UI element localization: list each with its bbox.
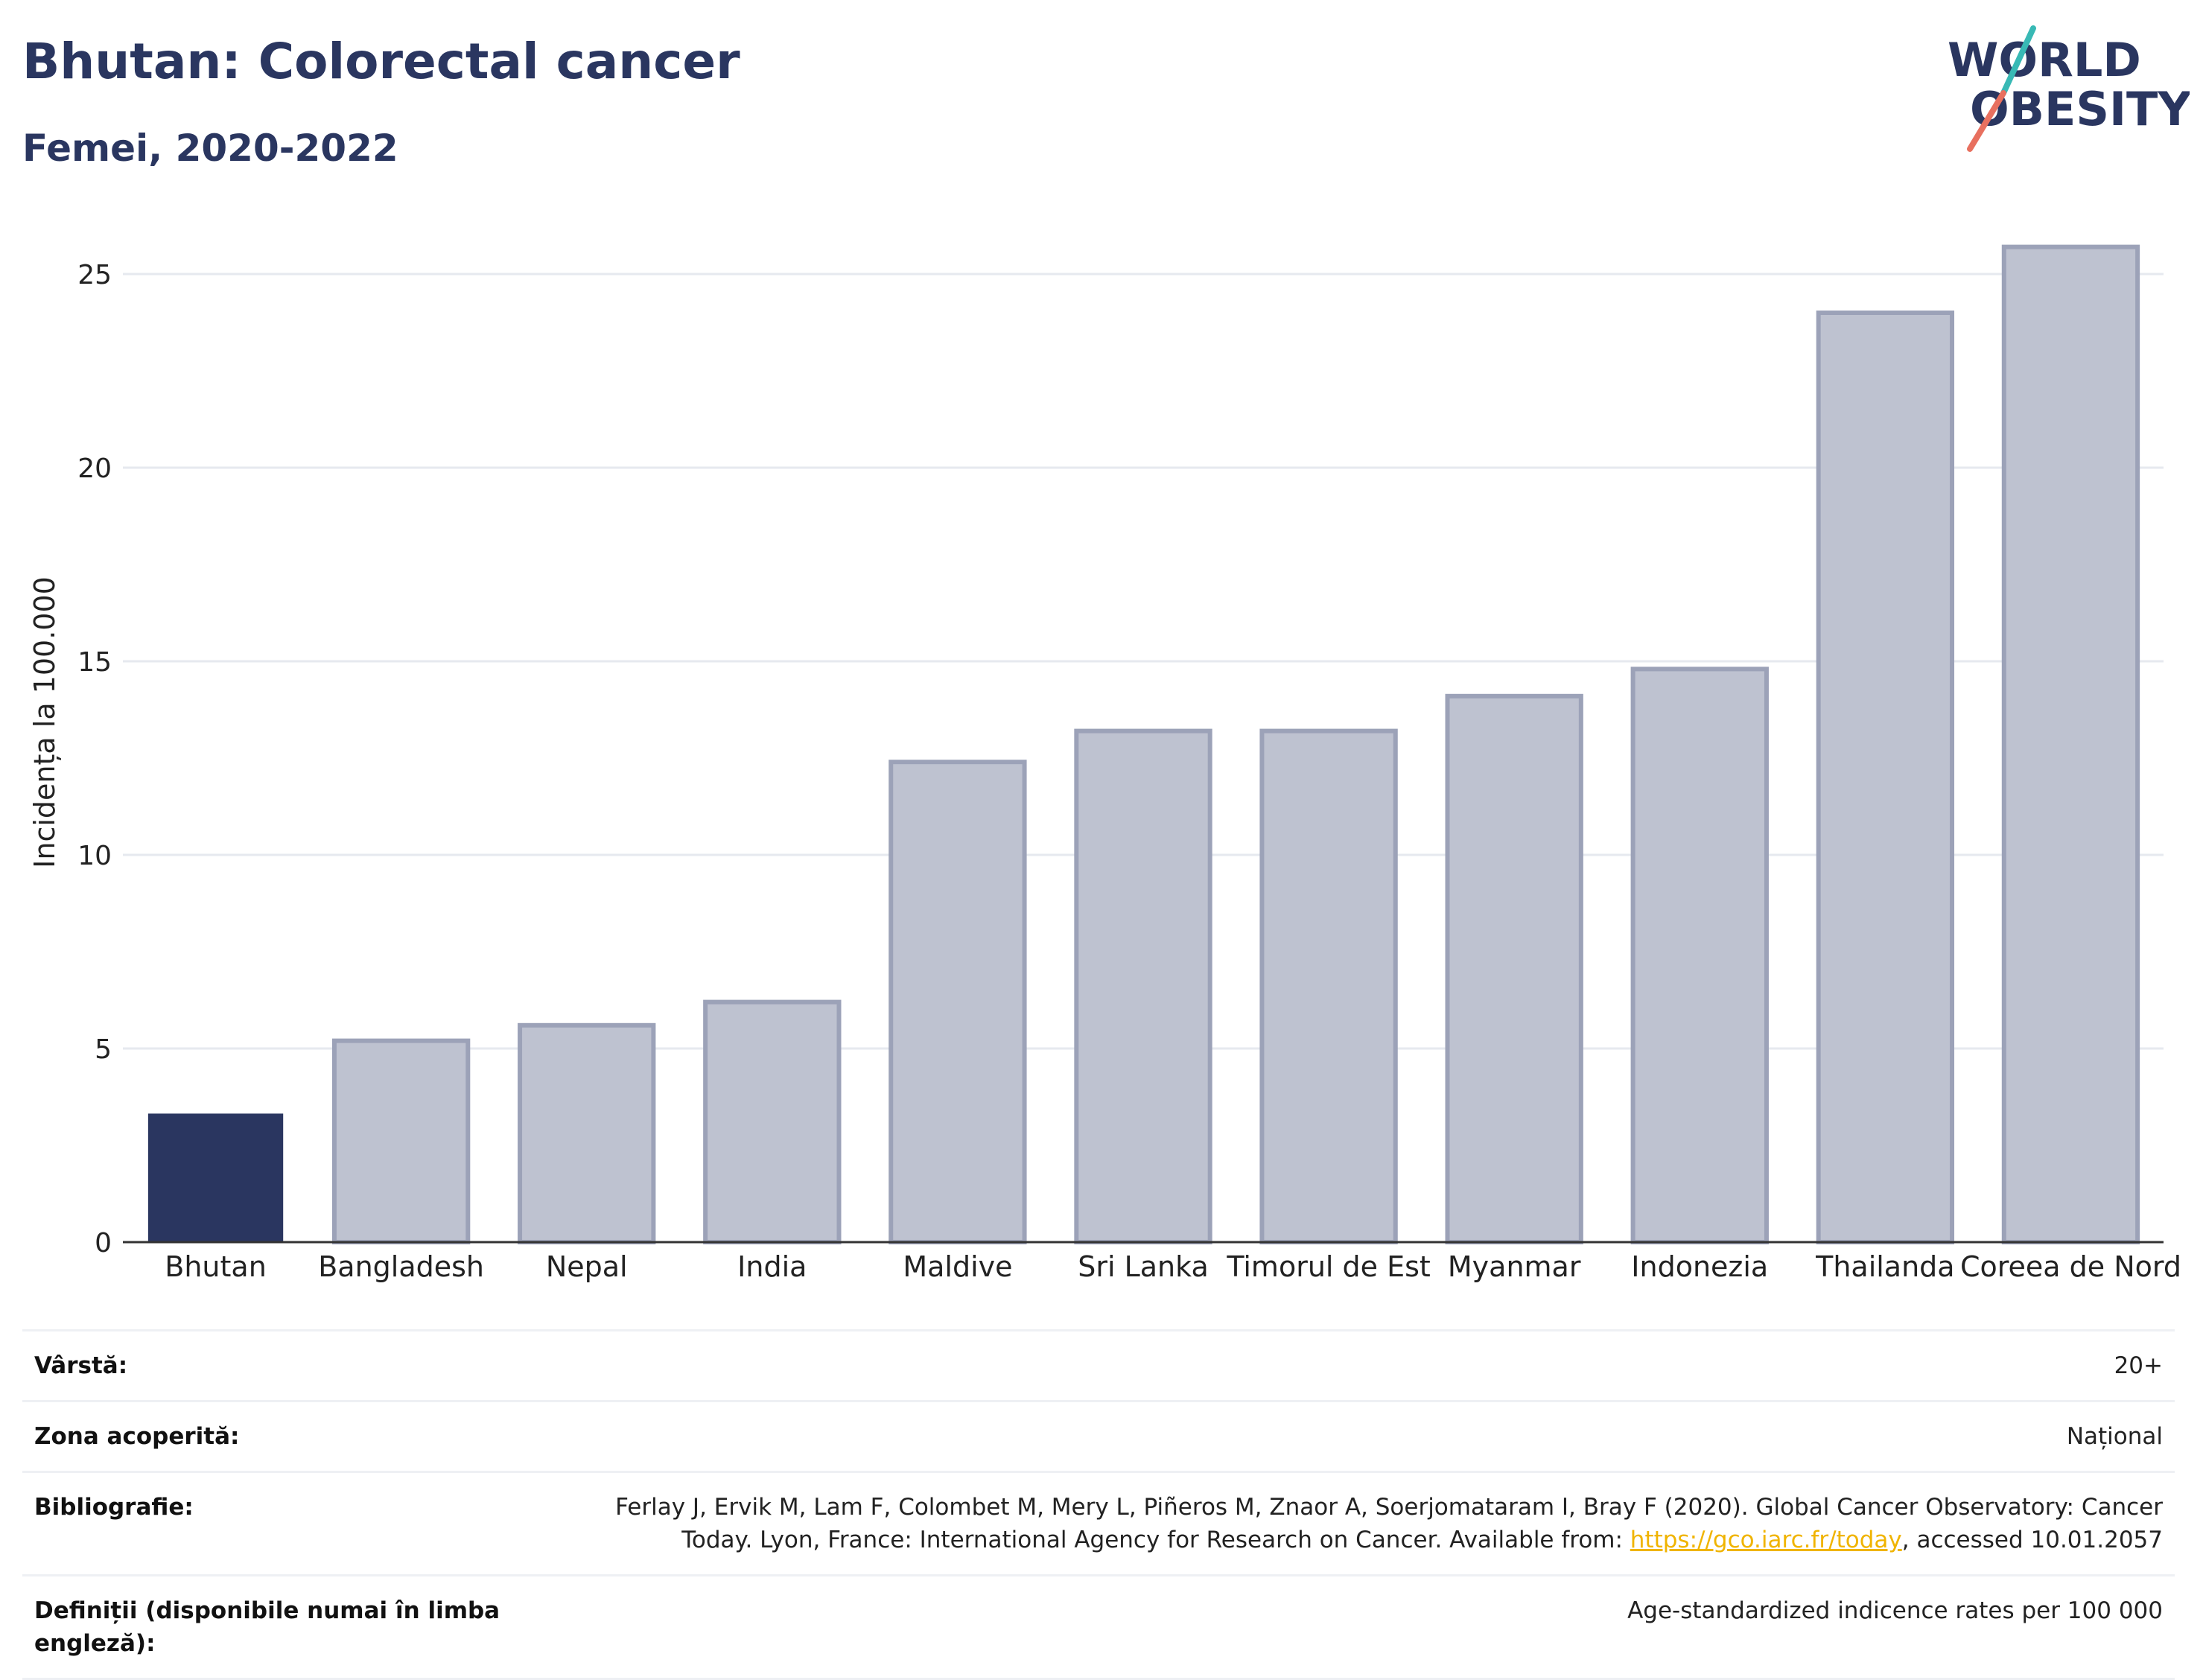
x-tick-label: Indonezia (1631, 1250, 1768, 1283)
y-axis-label: Incidența la 100.000 (28, 576, 61, 868)
bar (1445, 693, 1583, 1244)
metadata-table: Vârstă: 20+ Zona acoperită: Național Bibliog… (22, 1329, 2175, 1680)
bar (703, 999, 842, 1244)
x-tick-label: Maldive (903, 1250, 1012, 1283)
citation-text: Ferlay J, Ervik M, Lam F, Colombet M, Me… (615, 1494, 2163, 1553)
bar (518, 1022, 656, 1245)
y-tick-label: 25 (77, 260, 112, 290)
source-link[interactable]: https://gco.iarc.fr/today (1630, 1527, 1902, 1553)
logo-slash-teal (2000, 25, 2036, 96)
metadata-label: Definiții (disponibile numai în limba en… (34, 1597, 500, 1657)
logo-slash-coral (1967, 90, 2006, 152)
metadata-row: Definiții (disponibile numai în limba en… (22, 1574, 2175, 1680)
bar (1074, 728, 1212, 1244)
y-tick-label: 0 (95, 1228, 112, 1259)
x-tick-label: Coreea de Nord (1960, 1250, 2181, 1283)
x-tick-label: Bangladesh (318, 1250, 484, 1283)
x-tick-label: Nepal (546, 1250, 628, 1283)
x-tick-label: Thailanda (1815, 1250, 1954, 1283)
y-tick-label: 10 (77, 841, 112, 871)
y-tick-label: 5 (95, 1034, 112, 1065)
x-tick-label: Sri Lanka (1078, 1250, 1209, 1283)
metadata-row: Zona acoperită: Național (22, 1400, 2175, 1471)
metadata-label: Vârstă: (34, 1352, 128, 1379)
bar (1816, 311, 1955, 1244)
metadata-row: Vârstă: 20+ (22, 1329, 2175, 1400)
chart-subtitle: Femei, 2020-2022 (22, 127, 398, 170)
x-tick-label: India (737, 1250, 807, 1283)
y-tick-label: 20 (77, 454, 112, 484)
metadata-label: Bibliografie: (34, 1494, 194, 1521)
x-tick-label: Timorul de Est (1226, 1250, 1431, 1283)
metadata-value: Național (2066, 1423, 2163, 1450)
bar (331, 1038, 471, 1244)
bar (2001, 244, 2140, 1245)
bar (1630, 666, 1769, 1244)
x-tick-label: Bhutan (165, 1250, 267, 1283)
bars (147, 244, 2140, 1245)
chart-title: Bhutan: Colorectal cancer (22, 33, 740, 90)
metadata-value: 20+ (2114, 1352, 2163, 1379)
world-obesity-logo: WORLD OBESITY (1948, 25, 2190, 152)
bar (888, 760, 1027, 1244)
metadata-value: Ferlay J, Ervik M, Lam F, Colombet M, Me… (570, 1491, 2163, 1556)
x-tick-label: Myanmar (1448, 1250, 1581, 1283)
bar (147, 1113, 284, 1244)
bar-chart: 0 5 10 15 20 25 Bhutan Bangladesh Nepal India Mald… (28, 244, 2181, 1283)
metadata-value: Age-standardized indicence rates per 100… (1627, 1597, 2163, 1624)
metadata-label: Zona acoperită: (34, 1423, 240, 1450)
logo-line1: WORLD (1948, 33, 2141, 87)
axes: 0 5 10 15 20 25 Bhutan Bangladesh Nepal India Mald… (77, 260, 2181, 1283)
metadata-row: Bibliografie: Ferlay J, Ervik M, Lam F, C… (22, 1471, 2175, 1574)
bar (1259, 728, 1398, 1244)
citation-accessed: , accessed 10.01.2057 (1901, 1527, 2163, 1553)
y-tick-label: 15 (77, 647, 112, 678)
